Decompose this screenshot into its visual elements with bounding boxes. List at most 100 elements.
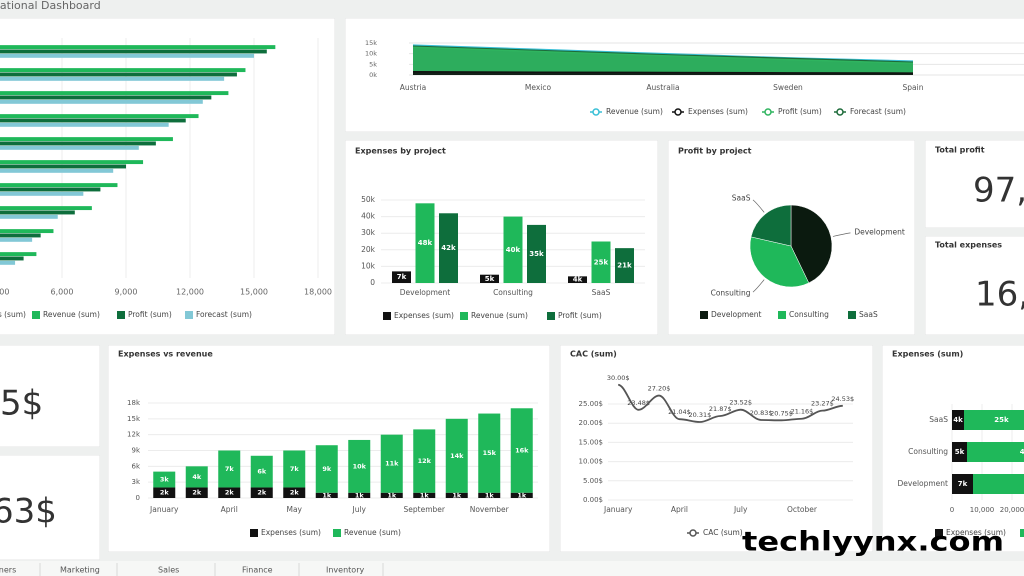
legend-label[interactable]: Expenses (sum) — [946, 528, 1006, 537]
bar — [503, 216, 523, 283]
value-label: 7k — [225, 465, 235, 473]
value-label: 2k — [257, 489, 267, 497]
bar-segment — [153, 487, 176, 498]
panel-background — [0, 345, 100, 447]
value-label: 40k — [506, 246, 521, 254]
bar-segment — [185, 487, 208, 498]
legend-label[interactable]: Revenue (sum) — [43, 310, 100, 319]
bar — [0, 114, 199, 119]
x-tick-label: Sweden — [773, 83, 803, 92]
panel: Total profit 97,7 — [925, 140, 1024, 228]
value-label: 4k — [953, 416, 963, 424]
bar — [0, 187, 101, 192]
panel: Expenses by project 0 10k 20k 30k 40k 50k Devel… — [345, 140, 658, 335]
x-tick-label: 15,000 — [240, 288, 268, 297]
line — [412, 46, 914, 65]
panel-title: Profit by project — [678, 147, 752, 156]
value-label: 5k — [955, 448, 965, 456]
x-tick-label: Development — [400, 288, 451, 297]
x-tick-label: May — [286, 505, 302, 514]
y-tick-label: 50k — [361, 195, 376, 204]
legend-label[interactable]: Expenses (sum) — [0, 310, 26, 319]
value-label: 21.04$ — [668, 408, 691, 416]
y-tick-label: 10k — [365, 50, 377, 58]
bar-segment — [510, 408, 533, 493]
tab[interactable]: Marketing — [60, 566, 100, 575]
legend-swatch — [32, 311, 40, 319]
y-tick-label: 6k — [131, 462, 140, 470]
legend-label[interactable]: Profit (sum) — [558, 311, 602, 320]
tab[interactable]: Finance — [242, 566, 273, 575]
legend-label[interactable]: Revenue (sum) — [471, 311, 528, 320]
panel-background — [925, 140, 1024, 228]
bar-segment — [250, 455, 273, 488]
legend-label[interactable]: SaaS — [859, 310, 878, 319]
tab[interactable]: Inventory — [326, 566, 364, 575]
x-tick-label: July — [352, 505, 367, 514]
bar — [439, 213, 458, 283]
legend-label[interactable]: Profit (sum) — [778, 107, 822, 116]
y-tick-label: 10.00$ — [579, 458, 604, 466]
line — [617, 383, 843, 423]
slice-label: Development — [854, 227, 905, 236]
bar-segment — [283, 487, 306, 498]
bar-segment — [348, 439, 371, 493]
value-label: 21.16$ — [791, 408, 814, 416]
tab[interactable]: Sales — [158, 566, 179, 575]
legend-label[interactable]: Revenue (sum) — [606, 107, 663, 116]
legend-label[interactable]: Consulting — [789, 310, 829, 319]
bar — [0, 160, 144, 165]
legend-swatch — [117, 311, 125, 319]
watermark: techlyynx.com — [742, 527, 1004, 558]
legend-label[interactable]: Revenue (sum) — [344, 528, 401, 537]
value-label: 21k — [617, 262, 632, 270]
bar — [615, 248, 634, 283]
bar — [0, 99, 203, 104]
bar-segment — [445, 492, 468, 498]
bar — [0, 53, 254, 58]
bar — [0, 237, 33, 242]
panel-background — [925, 236, 1024, 335]
legend-swatch — [848, 311, 856, 319]
y-tick-label: 12k — [127, 431, 141, 439]
bar — [0, 76, 225, 81]
y-tick-label: 18k — [127, 399, 141, 407]
panel: 5$ — [0, 345, 100, 447]
y-tick-label: 10k — [361, 261, 376, 270]
value-label: 7k — [958, 480, 968, 488]
value-label: 40k — [1020, 448, 1024, 456]
value-label: 23.48$ — [627, 399, 650, 407]
bar-segment — [952, 410, 964, 430]
legend-label[interactable]: Expenses (sum) — [688, 107, 748, 116]
bar — [568, 276, 587, 283]
value-label: 25k — [594, 258, 609, 266]
legend-label[interactable]: Expenses (sum) — [261, 528, 321, 537]
x-tick-label: July — [733, 505, 748, 514]
panel-background — [345, 140, 658, 335]
y-tick-label: 0 — [370, 278, 375, 287]
value-label: 1k — [452, 491, 462, 499]
bar-segment — [413, 429, 436, 493]
value-label: 4k — [192, 473, 202, 481]
legend-label[interactable]: Development — [711, 310, 762, 319]
legend-label[interactable]: Expenses (sum) — [394, 311, 454, 320]
bar-segment — [952, 442, 967, 462]
x-tick-label: November — [470, 505, 510, 514]
value-label: 1k — [485, 491, 495, 499]
tab[interactable]: Partners — [0, 566, 16, 575]
bar — [0, 141, 156, 146]
bar — [591, 241, 611, 283]
value-label: 30.00$ — [607, 374, 630, 382]
x-tick-label: 0 — [950, 506, 954, 514]
value-label: 48k — [418, 239, 433, 247]
legend-label[interactable]: Profit (sum) — [128, 310, 172, 319]
bar-segment — [964, 410, 1024, 430]
legend-marker — [592, 108, 600, 116]
y-tick-label: 30k — [361, 228, 376, 237]
bar-segment — [478, 413, 501, 493]
card-value: 16,7 — [975, 275, 1024, 315]
value-label: 2k — [192, 489, 202, 497]
legend-label[interactable]: CAC (sum) — [703, 528, 743, 537]
legend-label[interactable]: Forecast (sum) — [850, 107, 906, 116]
legend-label[interactable]: Forecast (sum) — [196, 310, 252, 319]
